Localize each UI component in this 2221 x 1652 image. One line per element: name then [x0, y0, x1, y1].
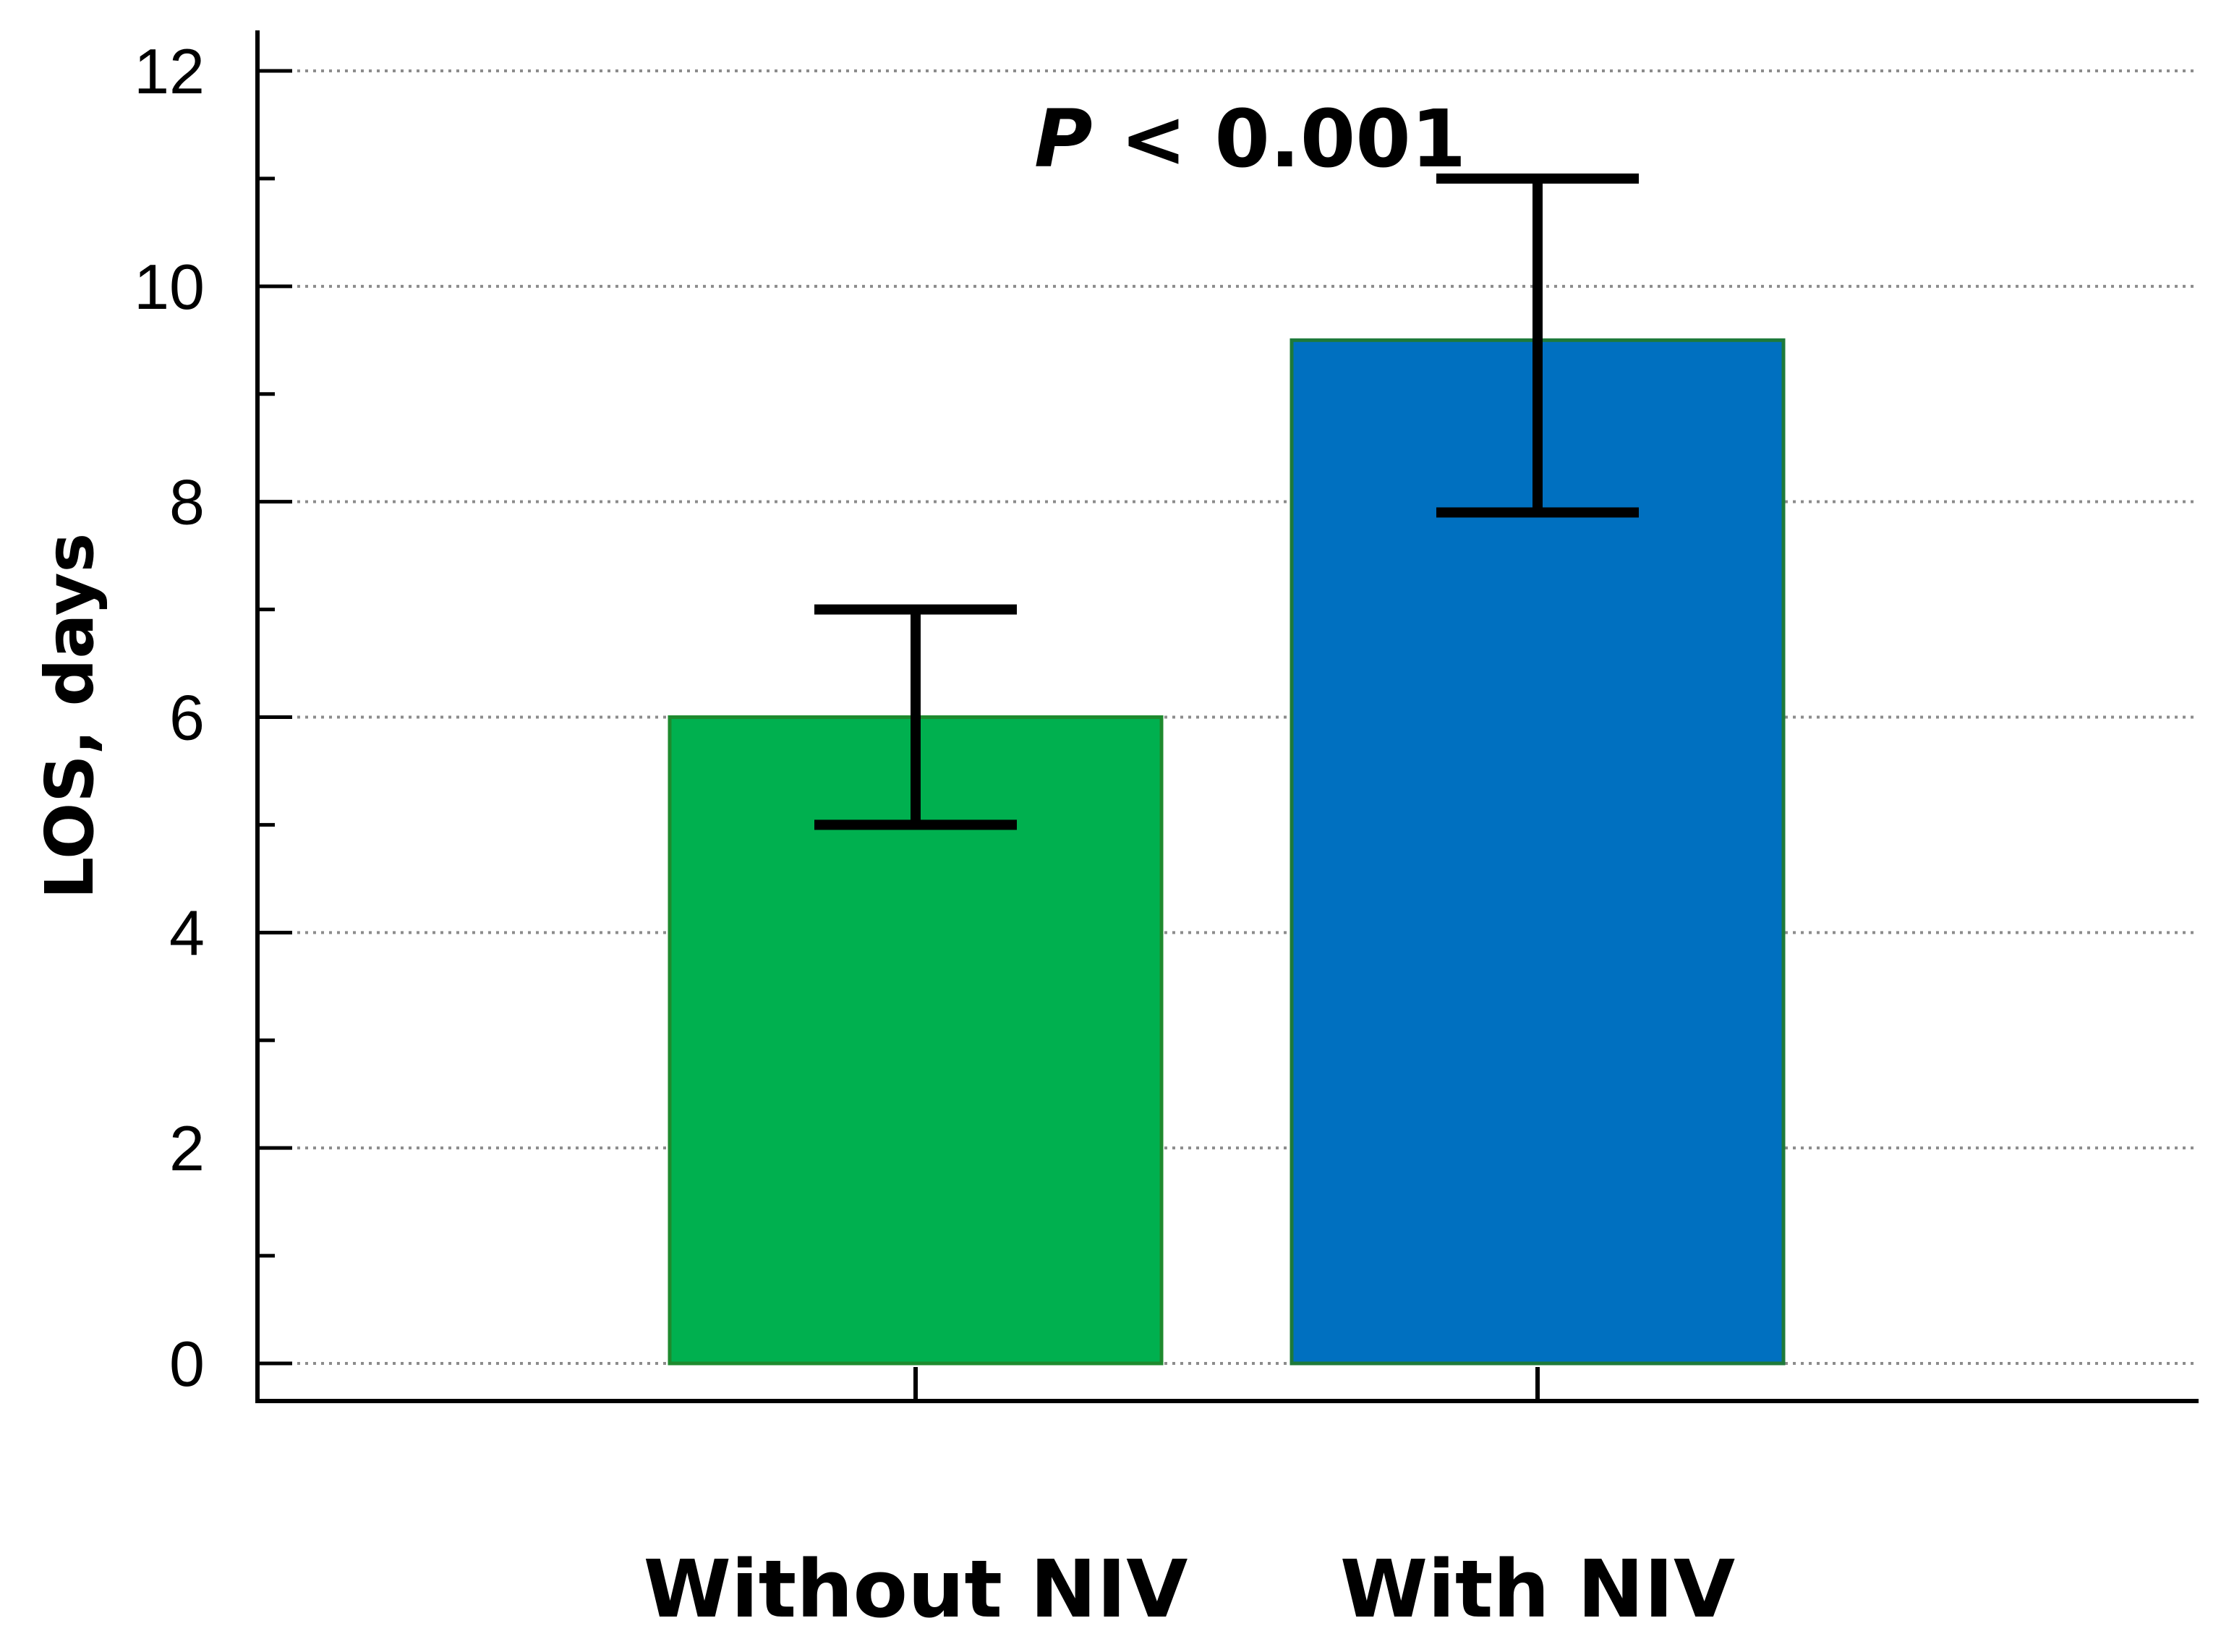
y-tick-label-6: 6: [169, 682, 205, 754]
bars: [668, 338, 1786, 1366]
y-ticks: 0 2 4 6 8 10 12: [134, 35, 292, 1400]
y-axis-label: LOS, days: [31, 533, 108, 900]
error-bars: [814, 173, 1639, 830]
p-value-text: < 0.001: [1093, 93, 1467, 185]
y-tick-label-10: 10: [134, 251, 205, 323]
category-label-with-niv: With NIV: [1340, 1543, 1735, 1635]
category-labels: Without NIV With NIV: [644, 1543, 1736, 1635]
category-label-without-niv: Without NIV: [644, 1543, 1188, 1635]
x-ticks: [913, 1367, 1540, 1401]
y-tick-label-12: 12: [134, 35, 205, 107]
y-tick-label-0: 0: [169, 1328, 205, 1400]
p-value-annotation: P < 0.001: [1034, 93, 1466, 185]
gridlines: [257, 69, 2199, 1365]
y-tick-label-4: 4: [169, 897, 205, 968]
p-value-symbol: P: [1034, 93, 1093, 185]
y-tick-label-2: 2: [169, 1112, 205, 1184]
y-tick-label-8: 8: [169, 467, 205, 538]
